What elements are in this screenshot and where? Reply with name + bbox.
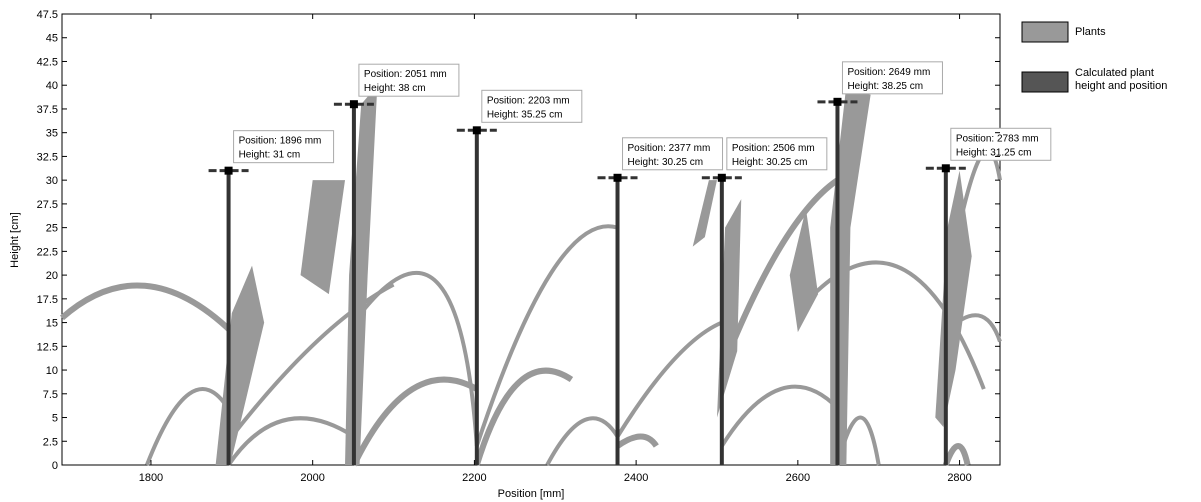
y-tick-label: 45 xyxy=(46,33,58,45)
annotation-frame xyxy=(841,61,943,95)
annotation-frame xyxy=(622,137,724,171)
annotation-frame xyxy=(950,127,1052,161)
y-tick-label: 22.5 xyxy=(37,246,58,258)
y-tick-label: 12.5 xyxy=(37,341,58,353)
x-tick-label: 1800 xyxy=(139,472,163,484)
y-axis-label: Height [cm] xyxy=(9,212,21,268)
y-tick-label: 7.5 xyxy=(43,389,58,401)
legend-swatch xyxy=(1021,21,1069,43)
plant-leaf xyxy=(145,387,230,466)
annotation-frame xyxy=(726,137,828,171)
y-tick-label: 35 xyxy=(46,128,58,140)
annotation-position: Position: 1896 mm xyxy=(239,136,322,147)
y-tick-label: 15 xyxy=(46,318,58,330)
y-tick-label: 5 xyxy=(52,413,58,425)
y-tick-label: 47.5 xyxy=(37,9,58,21)
annotation-box: Position: 2783 mm Height: 31.25 cm xyxy=(950,127,1052,161)
y-tick-label: 20 xyxy=(46,270,58,282)
plant-leaf xyxy=(352,271,479,447)
annotation-position: Position: 2051 mm xyxy=(364,69,447,80)
plant-leaf xyxy=(615,320,723,438)
height-marker: Position: 2203 mm Height: 35.25 cm xyxy=(456,89,583,465)
y-tick-label: 27.5 xyxy=(37,199,58,211)
y-tick-label: 40 xyxy=(46,80,58,92)
legend-swatch xyxy=(1021,71,1069,93)
annotation-frame xyxy=(358,63,460,97)
y-tick-label: 42.5 xyxy=(37,56,58,68)
plant-leaf xyxy=(473,367,574,466)
annotation-frame xyxy=(481,89,583,123)
annotation-position: Position: 2649 mm xyxy=(847,67,930,78)
marker-point xyxy=(941,164,950,173)
plant-leaf xyxy=(615,433,659,449)
x-tick-label: 2800 xyxy=(947,472,971,484)
y-tick-label: 25 xyxy=(46,223,58,235)
legend-entry: Plants xyxy=(1021,21,1106,43)
annotation-height: Height: 30.25 cm xyxy=(732,157,808,168)
y-tick-label: 0 xyxy=(52,460,58,472)
annotation-height: Height: 38 cm xyxy=(364,83,426,94)
height-marker: Position: 2377 mm Height: 30.25 cm xyxy=(597,137,724,465)
height-marker: Position: 1896 mm Height: 31 cm xyxy=(208,130,335,465)
plant-leaf xyxy=(226,416,355,467)
plant-leaf xyxy=(545,416,620,466)
annotation-frame xyxy=(233,130,335,164)
plant-leaf xyxy=(60,282,234,335)
annotation-position: Position: 2377 mm xyxy=(628,143,711,154)
x-tick-label: 2400 xyxy=(624,472,648,484)
plant-stem xyxy=(830,85,871,466)
annotation-height: Height: 38.25 cm xyxy=(847,81,923,92)
annotation-height: Height: 31.25 cm xyxy=(956,147,1032,158)
x-tick-label: 2200 xyxy=(462,472,486,484)
plant-stem xyxy=(300,180,346,295)
marker-point xyxy=(613,173,622,182)
marker-point xyxy=(717,173,726,182)
legend-label: Plants xyxy=(1075,26,1106,38)
height-marker: Position: 2051 mm Height: 38 cm xyxy=(333,63,460,465)
marker-point xyxy=(472,126,481,135)
legend-label: Calculated plant xyxy=(1075,67,1154,79)
annotation-box: Position: 2203 mm Height: 35.25 cm xyxy=(481,89,583,123)
annotation-box: Position: 2051 mm Height: 38 cm xyxy=(358,63,460,97)
annotation-position: Position: 2783 mm xyxy=(956,133,1039,144)
height-marker: Position: 2649 mm Height: 38.25 cm xyxy=(817,61,943,465)
height-marker: Position: 2783 mm Height: 31.25 cm xyxy=(925,127,1052,465)
annotation-box: Position: 2377 mm Height: 30.25 cm xyxy=(622,137,724,171)
marker-point xyxy=(349,100,358,109)
marker-point xyxy=(224,166,233,175)
y-tick-label: 10 xyxy=(46,365,58,377)
y-tick-label: 17.5 xyxy=(37,294,58,306)
annotation-height: Height: 31 cm xyxy=(239,150,301,161)
axis-ticks-layer: 0 2.5 5 7.5 10 12.5 15 17.5 20 22.5 25 27.5 30 32.5 35… xyxy=(37,9,1000,484)
annotation-box: Position: 2506 mm Height: 30.25 cm xyxy=(726,137,828,171)
y-tick-label: 37.5 xyxy=(37,104,58,116)
marker-point xyxy=(833,97,842,106)
plant-stem xyxy=(692,180,717,247)
annotation-position: Position: 2203 mm xyxy=(487,95,570,106)
y-tick-label: 2.5 xyxy=(43,436,58,448)
annotation-box: Position: 1896 mm Height: 31 cm xyxy=(233,130,335,164)
annotation-position: Position: 2506 mm xyxy=(732,143,815,154)
x-tick-label: 2000 xyxy=(300,472,324,484)
plant-leaf xyxy=(943,443,971,467)
plant-leaf xyxy=(351,376,479,467)
y-tick-label: 32.5 xyxy=(37,151,58,163)
plant-stem xyxy=(789,208,819,333)
annotation-height: Height: 35.25 cm xyxy=(487,109,563,120)
height-marker: Position: 2506 mm Height: 30.25 cm xyxy=(701,137,828,465)
x-tick-label: 2600 xyxy=(786,472,810,484)
annotation-height: Height: 30.25 cm xyxy=(628,157,704,168)
annotation-box: Position: 2649 mm Height: 38.25 cm xyxy=(841,61,943,95)
plant-leaf xyxy=(720,384,839,448)
y-tick-label: 30 xyxy=(46,175,58,187)
x-axis-label: Position [mm] xyxy=(498,488,565,500)
legend-label: height and position xyxy=(1075,80,1167,92)
plant-leaf xyxy=(474,224,619,447)
